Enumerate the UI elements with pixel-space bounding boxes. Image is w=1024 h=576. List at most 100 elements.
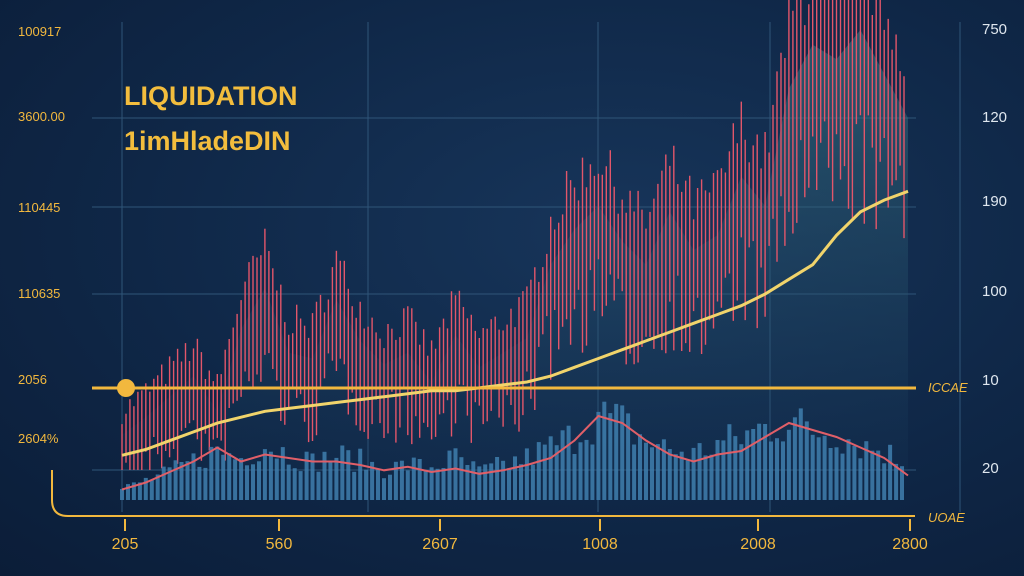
volume-bar bbox=[757, 423, 762, 500]
volume-bar bbox=[852, 445, 857, 500]
volume-bar bbox=[257, 461, 261, 500]
volume-bar bbox=[709, 454, 714, 500]
volume-bar bbox=[298, 471, 303, 500]
volume-bar bbox=[781, 441, 785, 500]
volume-bar bbox=[524, 448, 529, 500]
left-axis-label: 110635 bbox=[18, 286, 60, 301]
volume-bar bbox=[346, 450, 351, 500]
volume-bar bbox=[584, 439, 589, 500]
volume-bar bbox=[429, 467, 434, 500]
volume-bar bbox=[352, 471, 357, 500]
left-axis-label: 100917 bbox=[18, 24, 61, 39]
volume-bar bbox=[519, 464, 523, 500]
volume-bar bbox=[459, 457, 464, 500]
volume-bar bbox=[209, 446, 214, 500]
volume-bar bbox=[453, 448, 458, 500]
volume-bar bbox=[477, 466, 482, 500]
volume-bar bbox=[882, 463, 887, 500]
volume-bar bbox=[137, 482, 142, 500]
volume-bar bbox=[262, 449, 267, 500]
volume-bar bbox=[483, 464, 488, 500]
volume-bar bbox=[126, 484, 130, 500]
price-candles bbox=[121, 0, 905, 470]
volume-bar bbox=[501, 460, 506, 500]
volume-bar bbox=[644, 442, 648, 500]
volume-bar bbox=[447, 450, 452, 500]
volume-bar bbox=[399, 460, 404, 500]
volume-bar bbox=[155, 474, 160, 500]
right-axis-label: 10 bbox=[982, 372, 999, 389]
volume-bar bbox=[560, 430, 565, 500]
volume-bar bbox=[435, 468, 440, 500]
reference-line-label: ICCAE bbox=[928, 380, 968, 395]
volume-bar bbox=[661, 439, 666, 500]
volume-bar bbox=[554, 445, 559, 500]
volume-bar bbox=[614, 403, 619, 500]
volume-bar bbox=[667, 449, 672, 500]
volume-bar bbox=[286, 464, 291, 500]
volume-bar bbox=[304, 451, 309, 500]
volume-bar bbox=[846, 439, 851, 500]
volume-bar bbox=[638, 434, 642, 500]
volume-bar bbox=[655, 444, 660, 500]
volume-bar bbox=[590, 444, 595, 500]
volume-bar bbox=[769, 441, 773, 500]
volume-bar bbox=[388, 474, 392, 500]
volume-bar bbox=[751, 429, 756, 500]
volume-bar bbox=[739, 444, 744, 500]
volume-bar bbox=[792, 417, 797, 500]
right-axis-label: 20 bbox=[982, 460, 999, 477]
volume-bar bbox=[530, 464, 535, 500]
volume-bar bbox=[179, 462, 184, 500]
volume-bar bbox=[227, 453, 232, 500]
volume-bar bbox=[221, 454, 226, 500]
volume-bar bbox=[411, 457, 416, 500]
volume-bar bbox=[316, 471, 321, 500]
volume-bar bbox=[120, 489, 124, 500]
volume-bar bbox=[685, 460, 690, 500]
volume-bar bbox=[697, 443, 702, 500]
volume-bar bbox=[548, 436, 553, 500]
volume-bar bbox=[364, 469, 369, 500]
volume-bar bbox=[691, 447, 696, 500]
volume-axis-label: UOAE bbox=[928, 510, 965, 525]
right-axis-label: 750 bbox=[982, 21, 1007, 38]
volume-bar bbox=[900, 466, 904, 500]
x-tick-label: 2008 bbox=[740, 536, 776, 553]
volume-bar bbox=[608, 413, 613, 500]
volume-bar bbox=[542, 444, 547, 500]
volume-bar bbox=[620, 405, 625, 500]
volume-bar bbox=[733, 436, 738, 500]
left-axis-label: 2056 bbox=[18, 372, 47, 387]
volume-bar bbox=[465, 465, 470, 500]
volume-bar bbox=[376, 468, 380, 500]
volume-bar bbox=[161, 466, 166, 500]
volume-bar bbox=[834, 447, 839, 500]
volume-bar bbox=[268, 451, 273, 500]
volume-bar bbox=[185, 461, 190, 500]
volume-bar bbox=[251, 464, 255, 500]
volume-bar bbox=[328, 461, 333, 500]
volume-bar bbox=[167, 467, 172, 500]
volume-bar bbox=[602, 401, 607, 500]
left-axis-label: 2604% bbox=[18, 431, 59, 446]
volume-bar bbox=[596, 411, 601, 500]
volume-bar bbox=[507, 468, 511, 500]
volume-bar bbox=[471, 461, 476, 500]
volume-bar bbox=[679, 451, 684, 500]
volume-bar bbox=[721, 440, 726, 500]
right-axis-label: 100 bbox=[982, 283, 1007, 300]
trend-line bbox=[121, 189, 909, 457]
volume-bar bbox=[745, 430, 750, 500]
volume-bar bbox=[417, 459, 422, 500]
volume-bar bbox=[673, 454, 678, 500]
volume-bar bbox=[888, 444, 893, 500]
volume-bar bbox=[703, 455, 708, 500]
volume-bar bbox=[239, 458, 244, 500]
volume-bar bbox=[786, 429, 791, 500]
left-axis-label: 3600.00 bbox=[18, 109, 65, 124]
volume-bar bbox=[382, 478, 386, 500]
volume-bar bbox=[626, 413, 631, 500]
volume-bar bbox=[441, 468, 446, 500]
volume-bar bbox=[292, 468, 297, 500]
